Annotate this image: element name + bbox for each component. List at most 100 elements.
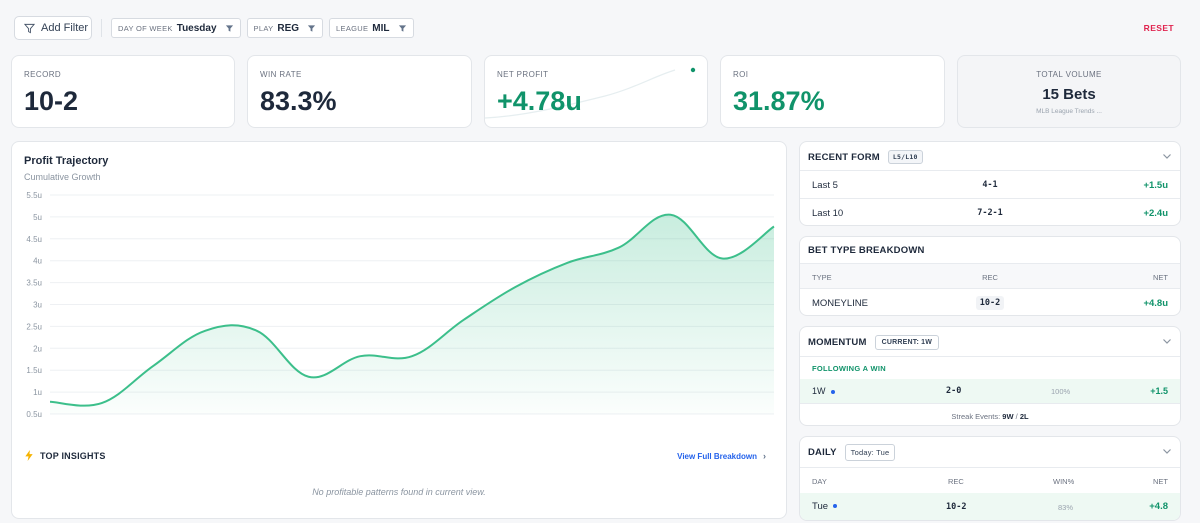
- streak-losses: 2L: [1019, 412, 1029, 421]
- stat-title: RECORD: [24, 70, 62, 79]
- cell-day-wrap: Tue: [812, 501, 838, 512]
- panel-header[interactable]: MOMENTUM CURRENT: 1W: [808, 327, 940, 357]
- streak-separator: /: [1015, 412, 1018, 421]
- streak-prefix: Streak Events:: [951, 412, 1001, 421]
- row-label: Last 5: [812, 180, 838, 191]
- insights-title: TOP INSIGHTS: [40, 450, 106, 461]
- cell-net: +4.8u: [1143, 298, 1168, 309]
- panel-title: MOMENTUM: [808, 336, 867, 348]
- view-link-label: View Full Breakdown: [677, 451, 757, 461]
- row-record: 4-1: [982, 180, 998, 190]
- column-header: WIN%: [1053, 477, 1075, 486]
- column-header: REC: [982, 273, 998, 282]
- stat-value: 10-2: [24, 86, 79, 116]
- section-label: FOLLOWING A WIN: [812, 364, 886, 373]
- funnel-icon[interactable]: [225, 24, 234, 33]
- filter-chip-day[interactable]: DAY OF WEEK Tuesday: [111, 18, 241, 38]
- daily-panel: DAILY Today: Tue DAY REC WIN% NET Tue 10…: [799, 436, 1181, 521]
- momentum-row: 1W 2-0 100% +1.5: [800, 379, 1180, 403]
- profit-line: [49, 213, 775, 407]
- streak-wins: 9W: [1002, 412, 1014, 421]
- cell-day: Tue: [812, 501, 829, 512]
- top-insights-heading: TOP INSIGHTS: [24, 450, 106, 461]
- column-header: DAY: [812, 477, 827, 486]
- stat-value: +4.78u: [497, 86, 582, 116]
- stat-card-net-profit: NET PROFIT +4.78u: [484, 55, 708, 128]
- momentum-panel: MOMENTUM CURRENT: 1W FOLLOWING A WIN 1W …: [799, 326, 1181, 426]
- row-percent: 100%: [1051, 387, 1071, 396]
- indicator-dot: [830, 389, 835, 394]
- stat-card-roi: ROI 31.87%: [720, 55, 945, 128]
- stat-card-win-rate: WIN RATE 83.3%: [247, 55, 472, 128]
- panel-header: BET TYPE BREAKDOWN: [808, 237, 925, 263]
- profit-chart: 5.5u 5u 4.5u 4u 3.5u 3u 2.5u 2u 1.5u 1u 0.5u: [26, 191, 775, 419]
- lightning-icon: [25, 450, 33, 461]
- panel-title: RECENT FORM: [808, 151, 880, 163]
- column-header: REC: [948, 477, 964, 486]
- indicator-dot: [833, 504, 838, 509]
- divider: [101, 19, 102, 37]
- recent-form-panel: RECENT FORM L5/L10 Last 5 4-1 +1.5u Last…: [799, 141, 1181, 226]
- chevron-right-icon: ›: [763, 451, 766, 461]
- divider: [800, 288, 1180, 289]
- y-tick-label: 1.5u: [26, 366, 42, 375]
- panel-title: Profit Trajectory: [24, 155, 109, 167]
- list-item: Last 5 4-1 +1.5u: [800, 171, 1180, 199]
- filter-chip-league[interactable]: LEAGUE MIL: [329, 18, 414, 38]
- chip-value: Tuesday: [176, 22, 217, 34]
- profit-trajectory-panel: Profit Trajectory Cumulative Growth 5.5u…: [11, 141, 787, 519]
- chevron-down-icon[interactable]: [1162, 336, 1172, 346]
- cell-win: 83%: [1058, 503, 1074, 512]
- view-full-breakdown-link[interactable]: View Full Breakdown ›: [677, 451, 766, 461]
- y-tick-label: 0.5u: [26, 410, 42, 419]
- cell-rec: 10-2: [946, 502, 967, 512]
- table-row: MONEYLINE 10-2 +4.8u: [800, 289, 1180, 317]
- cell-rec: 10-2: [800, 296, 1180, 310]
- profit-area: [50, 214, 774, 414]
- filter-bar: Add Filter DAY OF WEEK Tuesday PLAY REG …: [14, 16, 1186, 40]
- row-record: 7-2-1: [977, 208, 1003, 218]
- panel-title: DAILY: [808, 446, 837, 458]
- y-tick-label: 5u: [33, 213, 42, 222]
- bet-type-panel: BET TYPE BREAKDOWN TYPE REC NET MONEYLIN…: [799, 236, 1181, 316]
- empty-insights-message: No profitable patterns found in current …: [312, 487, 486, 497]
- row-net: +1.5u: [1143, 180, 1168, 191]
- chip-label: DAY OF WEEK: [118, 23, 173, 33]
- add-filter-button[interactable]: Add Filter: [14, 16, 92, 40]
- y-tick-label: 3.5u: [26, 279, 42, 288]
- chip-value: REG: [277, 22, 300, 34]
- stat-value: 31.87%: [733, 86, 825, 116]
- cell-net: +4.8: [1149, 501, 1168, 512]
- funnel-icon[interactable]: [398, 24, 407, 33]
- stat-title: TOTAL VOLUME: [1036, 70, 1102, 79]
- chip-value: MIL: [372, 22, 390, 34]
- reset-button[interactable]: RESET: [1143, 23, 1174, 33]
- column-header: NET: [1153, 273, 1168, 282]
- panel-header[interactable]: RECENT FORM L5/L10: [808, 142, 923, 172]
- add-filter-label: Add Filter: [41, 22, 89, 34]
- stat-subtitle: MLB League Trends ...: [1036, 108, 1102, 115]
- table-header: TYPE REC NET: [800, 264, 1180, 288]
- divider: [800, 467, 1180, 468]
- stat-title: NET PROFIT: [497, 70, 549, 79]
- cell-type: MONEYLINE: [812, 298, 868, 309]
- funnel-icon[interactable]: [307, 24, 316, 33]
- y-tick-label: 2.5u: [26, 322, 42, 331]
- chevron-down-icon[interactable]: [1162, 151, 1172, 161]
- chevron-down-icon[interactable]: [1162, 446, 1172, 456]
- y-tick-label: 4u: [33, 257, 42, 266]
- current-streak-badge: CURRENT: 1W: [874, 334, 940, 350]
- filter-icon: [24, 23, 35, 33]
- range-badge: L5/L10: [887, 150, 923, 164]
- row-net: +2.4u: [1143, 208, 1168, 219]
- filter-chip-play[interactable]: PLAY REG: [246, 18, 324, 38]
- y-tick-label: 3u: [33, 301, 42, 310]
- chip-label: LEAGUE: [336, 23, 369, 33]
- today-badge: Today: Tue: [844, 443, 896, 461]
- panel-header[interactable]: DAILY Today: Tue: [808, 437, 896, 467]
- divider: [800, 263, 1180, 264]
- divider: [800, 198, 1180, 199]
- stat-card-total-volume: TOTAL VOLUME 15 Bets MLB League Trends .…: [957, 55, 1181, 128]
- row-record: 2-0: [946, 386, 962, 396]
- chip-label: PLAY: [253, 23, 274, 33]
